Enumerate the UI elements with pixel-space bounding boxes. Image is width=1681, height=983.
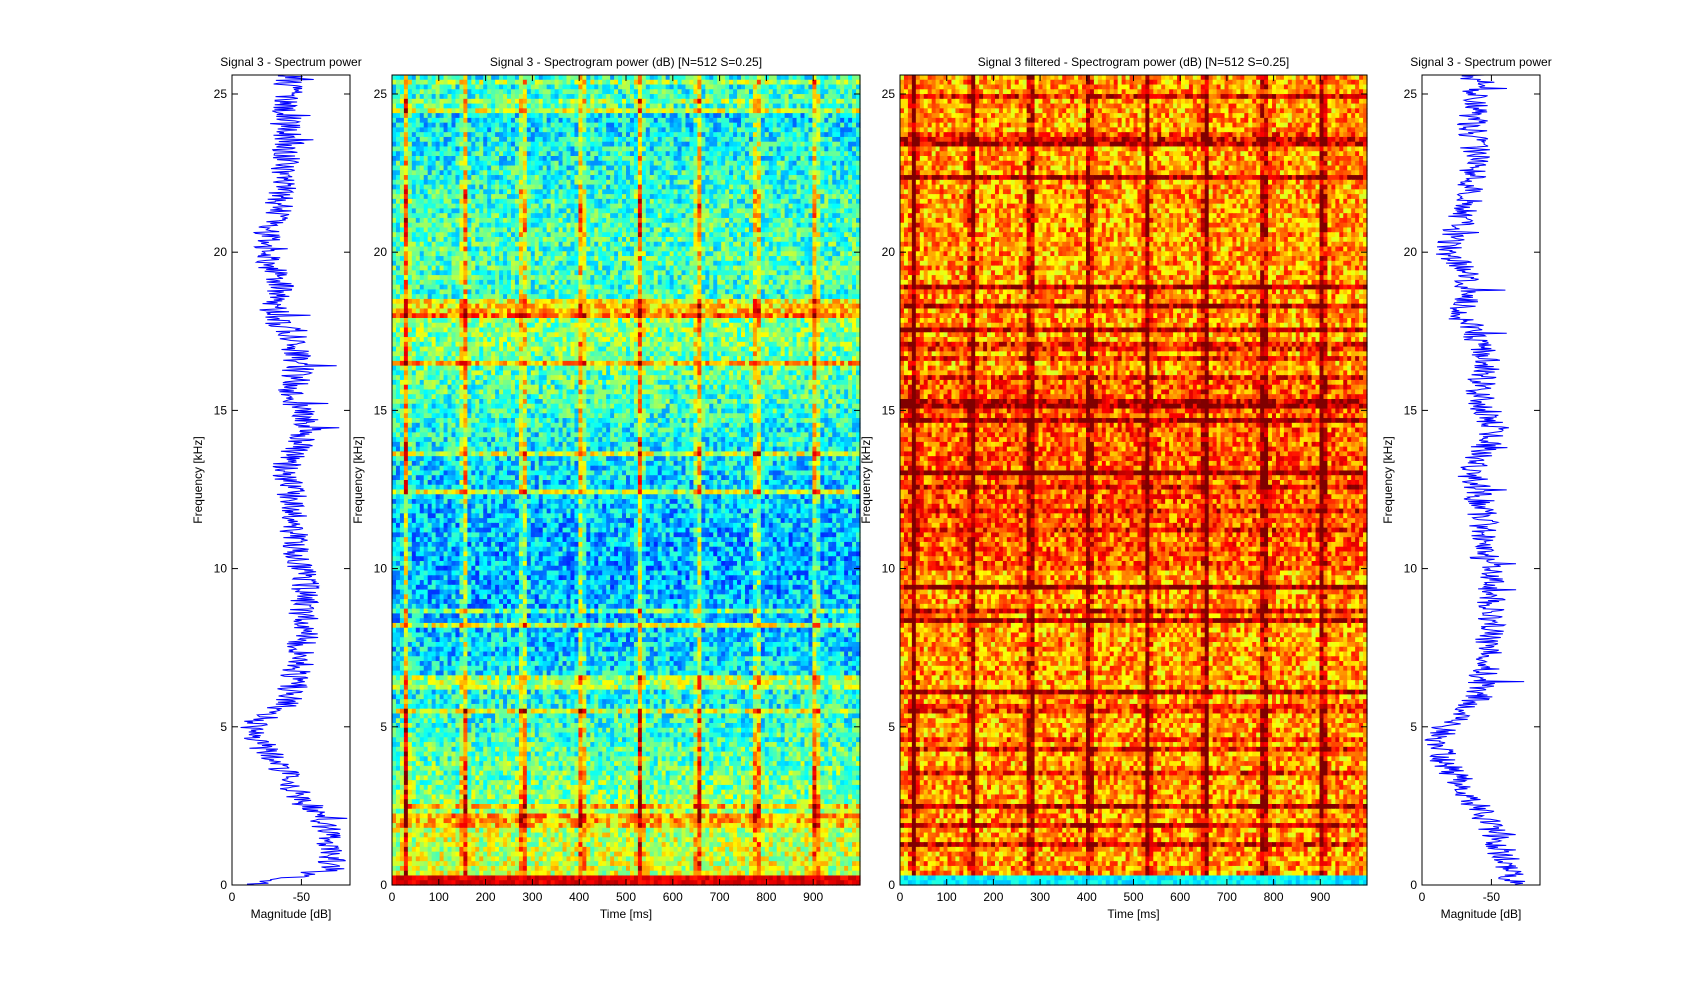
x-tick-label: 0 <box>389 890 396 904</box>
y-tick-label: 25 <box>1404 87 1418 101</box>
x-tick-label: 300 <box>1030 890 1050 904</box>
y-tick-label: 10 <box>882 562 896 576</box>
x-tick-label: 200 <box>476 890 496 904</box>
x-tick-label: 400 <box>1077 890 1097 904</box>
spectrum-line <box>1424 74 1526 886</box>
spectrum-line <box>240 74 348 886</box>
x-tick-label: 100 <box>937 890 957 904</box>
x-tick-label: 0 <box>229 890 236 904</box>
x-tick-label: 0 <box>897 890 904 904</box>
x-tick-label: 500 <box>1123 890 1143 904</box>
y-tick-label: 0 <box>1410 878 1417 892</box>
x-tick-label: 400 <box>569 890 589 904</box>
filtered-spectrogram-panel: Signal 3 filtered - Spectrogram power (d… <box>859 55 1368 921</box>
y-tick-label: 10 <box>1404 562 1418 576</box>
x-tick-label: 900 <box>1310 890 1330 904</box>
y-axis-label: Frequency [kHz] <box>859 436 873 523</box>
x-axis-label: Time [ms] <box>600 907 652 921</box>
x-axis-label: Magnitude [dB] <box>251 907 332 921</box>
x-tick-label: 800 <box>756 890 776 904</box>
x-tick-label: 800 <box>1264 890 1284 904</box>
panel-title: Signal 3 - Spectrum power <box>220 55 361 69</box>
x-tick-label: 700 <box>1217 890 1237 904</box>
spectrogram-panel: Signal 3 - Spectrogram power (dB) [N=512… <box>351 55 861 921</box>
x-axis-label: Time [ms] <box>1107 907 1159 921</box>
y-tick-label: 10 <box>214 562 228 576</box>
y-tick-label: 5 <box>220 720 227 734</box>
plot-frame <box>231 74 351 886</box>
y-tick-label: 20 <box>374 245 388 259</box>
y-tick-label: 5 <box>1410 720 1417 734</box>
x-tick-label: 200 <box>983 890 1003 904</box>
y-tick-label: 15 <box>1404 403 1418 417</box>
x-axis-label: Magnitude [dB] <box>1441 907 1522 921</box>
y-tick-label: 5 <box>888 720 895 734</box>
y-tick-label: 15 <box>374 403 388 417</box>
y-axis-label: Frequency [kHz] <box>351 436 365 523</box>
y-tick-label: 25 <box>374 87 388 101</box>
y-tick-label: 25 <box>882 87 896 101</box>
x-tick-label: 600 <box>1170 890 1190 904</box>
spectrogram-cells <box>900 75 1368 886</box>
y-tick-label: 0 <box>220 878 227 892</box>
y-tick-label: 15 <box>882 403 896 417</box>
y-tick-label: 0 <box>380 878 387 892</box>
y-tick-label: 5 <box>380 720 387 734</box>
y-tick-label: 20 <box>1404 245 1418 259</box>
y-tick-label: 20 <box>882 245 896 259</box>
x-tick-label: 900 <box>803 890 823 904</box>
y-tick-label: 10 <box>374 562 388 576</box>
spectrum-panel-right: Signal 3 - Spectrum power 0 5 10 15 20 25 0 -50 M… <box>1381 55 1552 921</box>
x-tick-label: 100 <box>429 890 449 904</box>
x-tick-label: 600 <box>663 890 683 904</box>
panel-title: Signal 3 filtered - Spectrogram power (d… <box>978 55 1290 69</box>
spectrogram-cells <box>392 75 861 886</box>
y-axis-label: Frequency [kHz] <box>191 436 205 523</box>
y-tick-label: 20 <box>214 245 228 259</box>
panel-title: Signal 3 - Spectrum power <box>1410 55 1551 69</box>
spectrum-panel-left: Signal 3 - Spectrum power 0 5 10 15 20 25 0 -50 M… <box>191 55 362 921</box>
x-tick-label: 300 <box>522 890 542 904</box>
x-tick-label: -50 <box>1483 890 1501 904</box>
y-tick-label: 25 <box>214 87 228 101</box>
y-axis-label: Frequency [kHz] <box>1381 436 1395 523</box>
x-tick-label: 0 <box>1419 890 1426 904</box>
plot-frame <box>1421 74 1541 886</box>
x-tick-label: -50 <box>293 890 311 904</box>
y-tick-label: 15 <box>214 403 228 417</box>
panel-title: Signal 3 - Spectrogram power (dB) [N=512… <box>490 55 762 69</box>
y-tick-label: 0 <box>888 878 895 892</box>
x-tick-label: 700 <box>710 890 730 904</box>
x-tick-label: 500 <box>616 890 636 904</box>
